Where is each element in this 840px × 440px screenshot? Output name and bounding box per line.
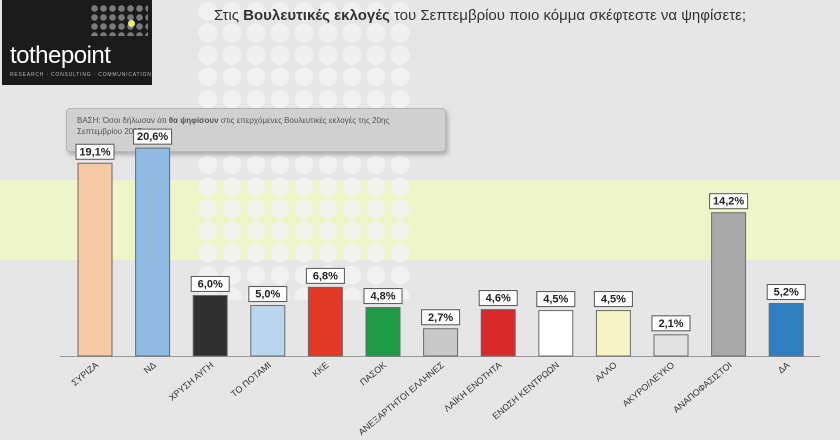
bar — [480, 309, 516, 357]
category-label: ΝΔ — [142, 360, 158, 376]
data-label-box — [478, 290, 518, 307]
bar — [423, 328, 459, 357]
data-label-box — [363, 288, 403, 305]
data-label-box — [766, 284, 806, 301]
title-prefix: Στις — [213, 7, 244, 24]
data-label-box — [248, 286, 288, 303]
logo-subtitle: RESEARCH · CONSULTING · COMMUNICATION — [10, 72, 152, 78]
title-suffix: του Σεπτεμβρίου ποιο κόμμα σκέφτεστε να … — [389, 7, 747, 24]
bar — [365, 307, 401, 357]
base-note-suffix: στις επερχόμενες Βουλευτικές εκλογές της… — [77, 116, 390, 136]
category-label: ΠΑΣΟΚ — [358, 360, 388, 388]
bar — [595, 310, 631, 357]
data-label-box — [421, 309, 461, 326]
bar — [135, 147, 171, 357]
data-label-box — [593, 291, 633, 308]
category-label: ΑΝΑΠΟΦΑΣΙΣΤΟΙ — [671, 360, 734, 415]
data-label: 19,1% — [79, 146, 110, 158]
data-label: 5,0% — [255, 289, 280, 301]
data-label: 2,7% — [428, 312, 453, 324]
chart-title: Στις Βουλευτικές εκλογές του Σεπτεμβρίου… — [170, 6, 790, 26]
category-label: ΑΛΛΟ — [593, 360, 618, 384]
data-label-box — [305, 267, 345, 284]
bar — [192, 294, 228, 357]
brand-logo: tothepoint RESEARCH · CONSULTING · COMMU… — [2, 0, 152, 85]
bar — [77, 162, 113, 357]
category-label: ΑΚΥΡΟ/ΛΕΥΚΟ — [621, 360, 677, 409]
data-label: 4,8% — [370, 291, 395, 303]
data-label: 4,5% — [601, 294, 626, 306]
data-label-box — [75, 143, 115, 160]
bar — [711, 212, 747, 357]
logo-text: tothepoint — [10, 42, 111, 69]
bar — [653, 334, 689, 357]
data-label: 6,0% — [198, 278, 223, 290]
data-label: 4,6% — [486, 293, 511, 305]
category-label: ΣΥΡΙΖΑ — [70, 360, 101, 388]
category-label: ΛΑΪΚΗ ΕΝΟΤΗΤΑ — [442, 360, 503, 414]
data-label-box — [651, 315, 691, 332]
category-label: ΔΑ — [776, 360, 792, 375]
category-label: ΚΚΕ — [310, 360, 330, 379]
bar — [307, 286, 343, 357]
logo-highlight-dot — [128, 20, 135, 27]
logo-dot-grid — [90, 4, 148, 36]
data-label: 2,1% — [658, 318, 683, 330]
data-label-box — [709, 193, 749, 210]
base-note-bold: θα ψηφίσουν — [168, 116, 219, 125]
data-label-box — [133, 128, 173, 145]
base-note: ΒΑΣΗ: Όσοι δήλωσαν ότι θα ψηφίσουν στις … — [66, 108, 446, 152]
data-label: 4,5% — [543, 294, 568, 306]
bar — [538, 310, 574, 357]
bar — [250, 305, 286, 357]
data-label-box — [190, 275, 230, 292]
data-label: 5,2% — [774, 287, 799, 299]
data-label: 14,2% — [713, 196, 744, 208]
title-bold: Βουλευτικές εκλογές — [243, 7, 390, 24]
base-note-prefix: ΒΑΣΗ: Όσοι δήλωσαν ότι — [77, 116, 169, 125]
data-label: 6,8% — [313, 270, 338, 282]
bar — [768, 303, 804, 357]
category-label: ΤΟ ΠΟΤΑΜΙ — [229, 360, 273, 399]
data-label: 20,6% — [137, 131, 168, 143]
category-label: ΧΡΥΣΗ ΑΥΓΗ — [167, 360, 215, 403]
data-label-box — [536, 291, 576, 308]
